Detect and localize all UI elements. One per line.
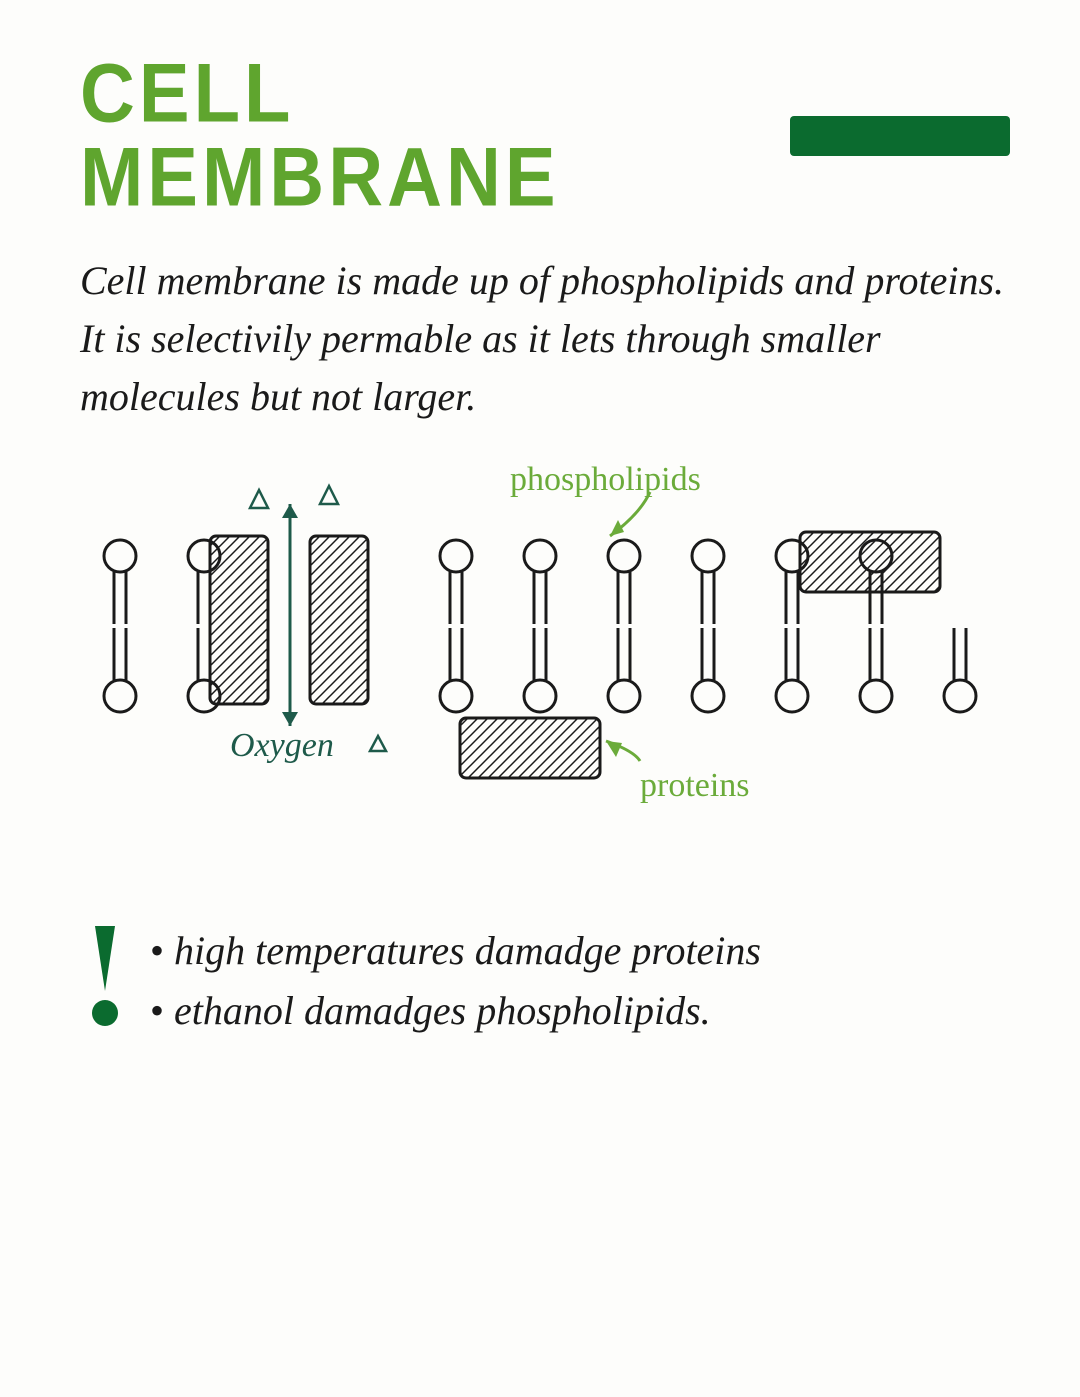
- title-row: CELL MEMBRANE: [80, 60, 1010, 212]
- phospholipids-label: phospholipids: [510, 466, 701, 498]
- protein-transmembrane-right: [310, 536, 368, 704]
- page-title: CELL MEMBRANE: [80, 52, 770, 219]
- note-item: high temperatures damadge proteins: [150, 921, 761, 981]
- oxygen-label: Oxygen: [230, 727, 334, 764]
- proteins-label: proteins: [640, 767, 750, 804]
- note-item: ethanol damadges phospholipids.: [150, 981, 761, 1041]
- notes-list: high temperatures damadge proteinsethano…: [150, 921, 761, 1041]
- notes-section: high temperatures damadge proteinsethano…: [80, 921, 1010, 1041]
- protein-transmembrane-left: [210, 536, 268, 704]
- protein-surface-bottom: [460, 718, 600, 778]
- exclamation-icon: [80, 921, 130, 1031]
- intro-paragraph: Cell membrane is made up of phospholipid…: [80, 252, 1010, 426]
- membrane-diagram-svg: Oxygen phospholipids proteins: [80, 466, 1000, 826]
- membrane-diagram: Oxygen phospholipids proteins: [80, 466, 1010, 831]
- protein-surface-top: [800, 532, 940, 592]
- title-accent-bar: [790, 116, 1010, 156]
